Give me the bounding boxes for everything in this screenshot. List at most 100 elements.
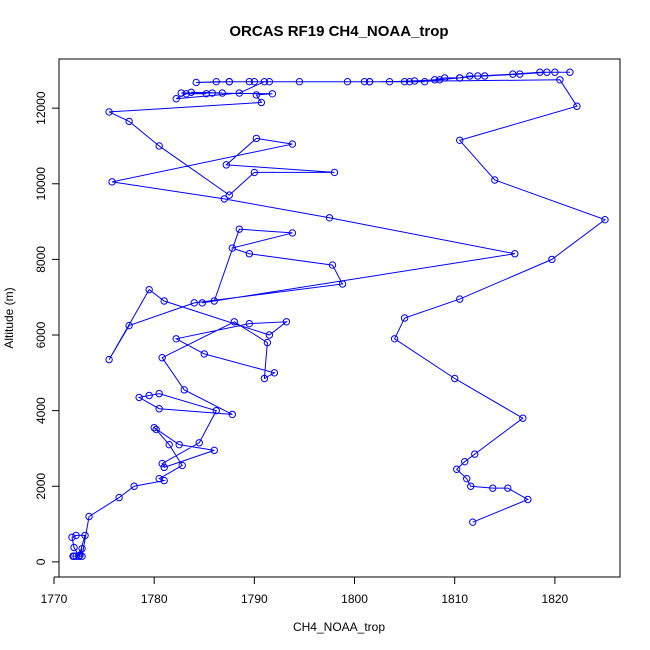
data-point: [456, 74, 464, 82]
data-point: [218, 89, 226, 97]
data-point: [410, 77, 419, 85]
plot-frame: [58, 58, 621, 578]
data-point: [288, 140, 297, 148]
data-point: [130, 482, 138, 490]
data-point: [466, 72, 474, 80]
data-point: [481, 72, 489, 80]
chart-title: ORCAS RF19 CH4_NOAA_trop: [229, 23, 448, 40]
data-point: [75, 552, 83, 560]
data-point: [325, 214, 334, 222]
data-point: [400, 314, 409, 322]
data-point: [252, 134, 261, 143]
data-point: [288, 229, 297, 237]
data-point: [365, 77, 374, 86]
data-point: [108, 178, 116, 186]
data-point: [456, 136, 464, 144]
data-point: [420, 77, 429, 86]
data-point: [212, 406, 220, 415]
data-point: [295, 77, 304, 86]
data-point: [125, 321, 133, 330]
x-tick-label: 1800: [341, 592, 368, 606]
y-tick-label: 8000: [34, 246, 48, 273]
data-point: [155, 389, 163, 398]
data-point: [228, 410, 237, 419]
data-point: [451, 374, 459, 383]
data-point: [519, 414, 527, 422]
data-point: [265, 77, 274, 86]
data-point: [78, 552, 86, 560]
data-point: [435, 76, 444, 84]
x-tick-label: 1820: [542, 592, 569, 606]
data-point: [115, 493, 123, 502]
data-point: [70, 543, 78, 552]
data-point: [461, 457, 469, 466]
data-point: [463, 474, 471, 483]
data-point: [235, 89, 244, 97]
data-point: [198, 299, 206, 307]
data-point: [400, 77, 409, 86]
data-point: [405, 77, 414, 86]
data-point: [187, 88, 195, 96]
data-point: [548, 255, 556, 264]
data-point: [178, 461, 186, 470]
y-tick-label: 2000: [34, 473, 48, 500]
data-point: [245, 250, 254, 258]
y-tick-label: 4000: [34, 397, 48, 424]
data-point: [245, 319, 254, 328]
x-axis-label: CH4_NOAA_trop: [293, 620, 385, 634]
data-point: [474, 72, 482, 80]
series-group: [68, 68, 609, 560]
data-point: [453, 465, 461, 473]
data-point: [158, 354, 166, 362]
data-point: [260, 374, 269, 383]
data-point: [491, 176, 499, 184]
data-point: [536, 68, 544, 76]
data-point: [430, 76, 439, 84]
data-point: [210, 297, 218, 305]
y-axis-label: Altitude (m): [2, 287, 16, 348]
data-point: [456, 295, 464, 303]
data-point: [504, 484, 512, 492]
y-axis: 0 2000 4000 6000 8000 10000 12000: [34, 91, 60, 565]
data-point: [270, 369, 279, 377]
data-point: [543, 68, 551, 76]
data-point: [172, 335, 180, 343]
data-point: [160, 476, 168, 485]
data-point: [210, 446, 218, 455]
data-point: [524, 495, 532, 504]
data-point: [81, 531, 89, 540]
x-tick-label: 1810: [441, 592, 468, 606]
data-point: [190, 299, 198, 307]
data-point: [260, 77, 269, 86]
data-point: [471, 450, 479, 458]
data-point: [145, 285, 153, 294]
data-point: [160, 463, 168, 472]
data-point: [202, 90, 210, 98]
data-point: [257, 98, 266, 107]
data-point: [551, 68, 559, 76]
data-point: [509, 70, 517, 78]
data-point: [268, 90, 277, 98]
data-point: [230, 318, 239, 326]
data-point: [467, 482, 475, 490]
y-tick-label: 12000: [34, 91, 48, 125]
data-point: [200, 350, 208, 358]
data-point: [250, 77, 259, 86]
series-line: [71, 71, 607, 558]
data-point: [220, 195, 228, 203]
data-point: [440, 74, 449, 82]
data-point: [155, 142, 163, 150]
data-point: [155, 474, 163, 483]
data-point: [212, 77, 220, 86]
data-point: [390, 335, 399, 343]
data-point: [145, 391, 153, 400]
data-point: [556, 76, 564, 84]
data-point: [105, 108, 113, 116]
data-point: [489, 484, 497, 492]
data-point: [158, 459, 166, 468]
data-point: [152, 425, 160, 434]
data-point: [245, 77, 254, 86]
data-point: [222, 161, 231, 169]
data-point: [160, 297, 168, 305]
